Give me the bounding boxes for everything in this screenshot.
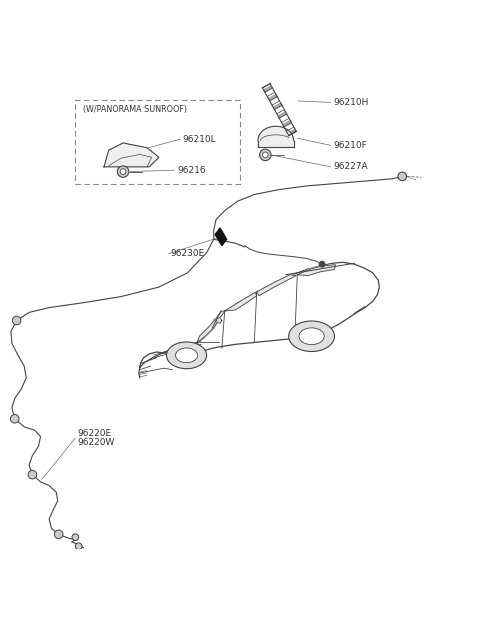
Text: 96230E: 96230E [171,249,205,258]
Polygon shape [257,275,296,296]
Text: 96216: 96216 [177,166,205,175]
Circle shape [54,530,63,539]
Text: 96210F: 96210F [333,141,367,150]
Polygon shape [273,103,282,110]
Circle shape [11,415,19,423]
Polygon shape [258,126,294,147]
Ellipse shape [299,328,324,345]
Circle shape [319,261,325,267]
Text: (W/PANORAMA SUNROOF): (W/PANORAMA SUNROOF) [83,105,187,114]
Bar [75,100,240,184]
Ellipse shape [176,348,198,363]
Polygon shape [264,86,272,92]
Polygon shape [288,129,296,136]
Polygon shape [297,265,336,276]
Polygon shape [139,262,379,378]
Polygon shape [225,293,257,311]
Circle shape [398,172,407,180]
Text: 96210L: 96210L [183,135,216,144]
Polygon shape [268,94,277,101]
Circle shape [12,316,21,325]
Text: 96220E: 96220E [78,428,112,438]
Text: 96210H: 96210H [333,98,369,107]
Polygon shape [104,143,159,167]
Polygon shape [216,317,222,324]
Circle shape [28,471,36,479]
Polygon shape [278,112,287,118]
Circle shape [72,534,79,541]
Circle shape [117,166,129,177]
Polygon shape [283,120,291,127]
Circle shape [75,543,82,549]
Ellipse shape [288,321,335,352]
Polygon shape [197,311,225,342]
Text: 96227A: 96227A [333,162,368,171]
Ellipse shape [167,342,206,369]
Circle shape [263,152,268,157]
Circle shape [260,149,271,161]
Text: 96220W: 96220W [78,438,115,447]
Circle shape [120,169,126,174]
Polygon shape [215,228,227,246]
